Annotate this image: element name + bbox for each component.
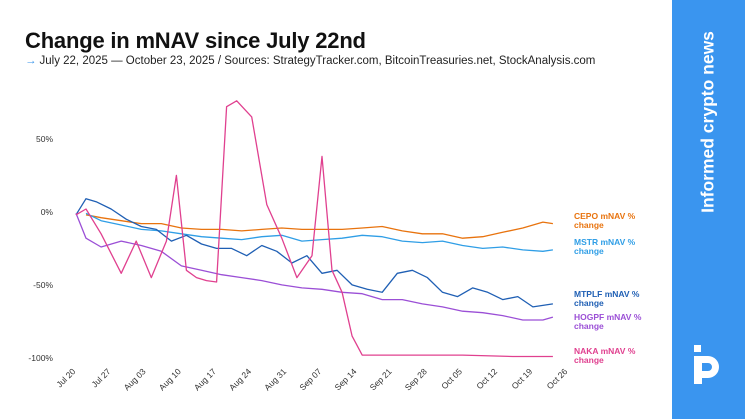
legend-label-suffix: change (574, 298, 604, 308)
x-tick-label: Aug 03 (122, 366, 148, 392)
legend-label: MSTR mNAV % (574, 237, 636, 247)
x-tick-label: Oct 26 (545, 366, 570, 391)
x-tick-label: Oct 05 (439, 366, 464, 391)
x-tick-label: Aug 31 (262, 366, 288, 392)
legend-label: MTPLF mNAV % (574, 289, 640, 299)
x-tick-label: Aug 10 (157, 366, 183, 392)
x-tick-label: Aug 24 (227, 366, 253, 392)
chart-title: Change in mNAV since July 22nd (25, 28, 366, 53)
chart-card: Change in mNAV since July 22nd → July 22,… (25, 28, 642, 393)
series-line-mtplf (75, 198, 553, 308)
x-tick-label: Oct 12 (474, 366, 499, 391)
protos-logo-icon (694, 345, 719, 384)
x-tick-label: Sep 28 (403, 366, 429, 392)
legend-label-suffix: change (574, 220, 604, 230)
x-tick-label: Jul 27 (89, 366, 112, 389)
series-line-naka (75, 100, 553, 358)
series-line-cepo (85, 214, 553, 239)
y-tick-label: -50% (33, 280, 53, 290)
arrow-right-icon: → (25, 55, 37, 67)
x-tick-label: Aug 17 (192, 366, 218, 392)
brand-tagline: Informed crypto news (697, 31, 718, 213)
legend-label-suffix: change (574, 246, 604, 256)
series-line-mstr (85, 212, 553, 252)
y-tick-label: 0% (41, 207, 54, 217)
subtitle-text: July 22, 2025 — October 23, 2025 / Sourc… (39, 55, 596, 67)
brand-sidebar: Informed crypto news (672, 0, 745, 419)
legend-label: HOGPF mNAV % (574, 312, 642, 322)
legend-label: NAKA mNAV % (574, 346, 636, 356)
legend-label: CEPO mNAV % (574, 211, 636, 221)
legend-label-suffix: change (574, 321, 604, 331)
legend-label-suffix: change (574, 355, 604, 365)
chart-subtitle: → July 22, 2025 — October 23, 2025 / Sour… (25, 55, 595, 67)
x-tick-label: Sep 07 (297, 366, 323, 392)
x-tick-label: Jul 20 (54, 366, 77, 389)
y-tick-label: 50% (36, 134, 53, 144)
x-tick-label: Oct 19 (509, 366, 534, 391)
x-tick-label: Sep 14 (332, 366, 358, 392)
series-line-hogpf (75, 213, 554, 321)
line-chart: 50% 0% -50% -100%Jul 20 Jul 27 Aug 03 Aug 10 Au… (28, 100, 642, 392)
x-tick-label: Sep 21 (368, 366, 394, 392)
y-tick-label: -100% (28, 353, 53, 363)
